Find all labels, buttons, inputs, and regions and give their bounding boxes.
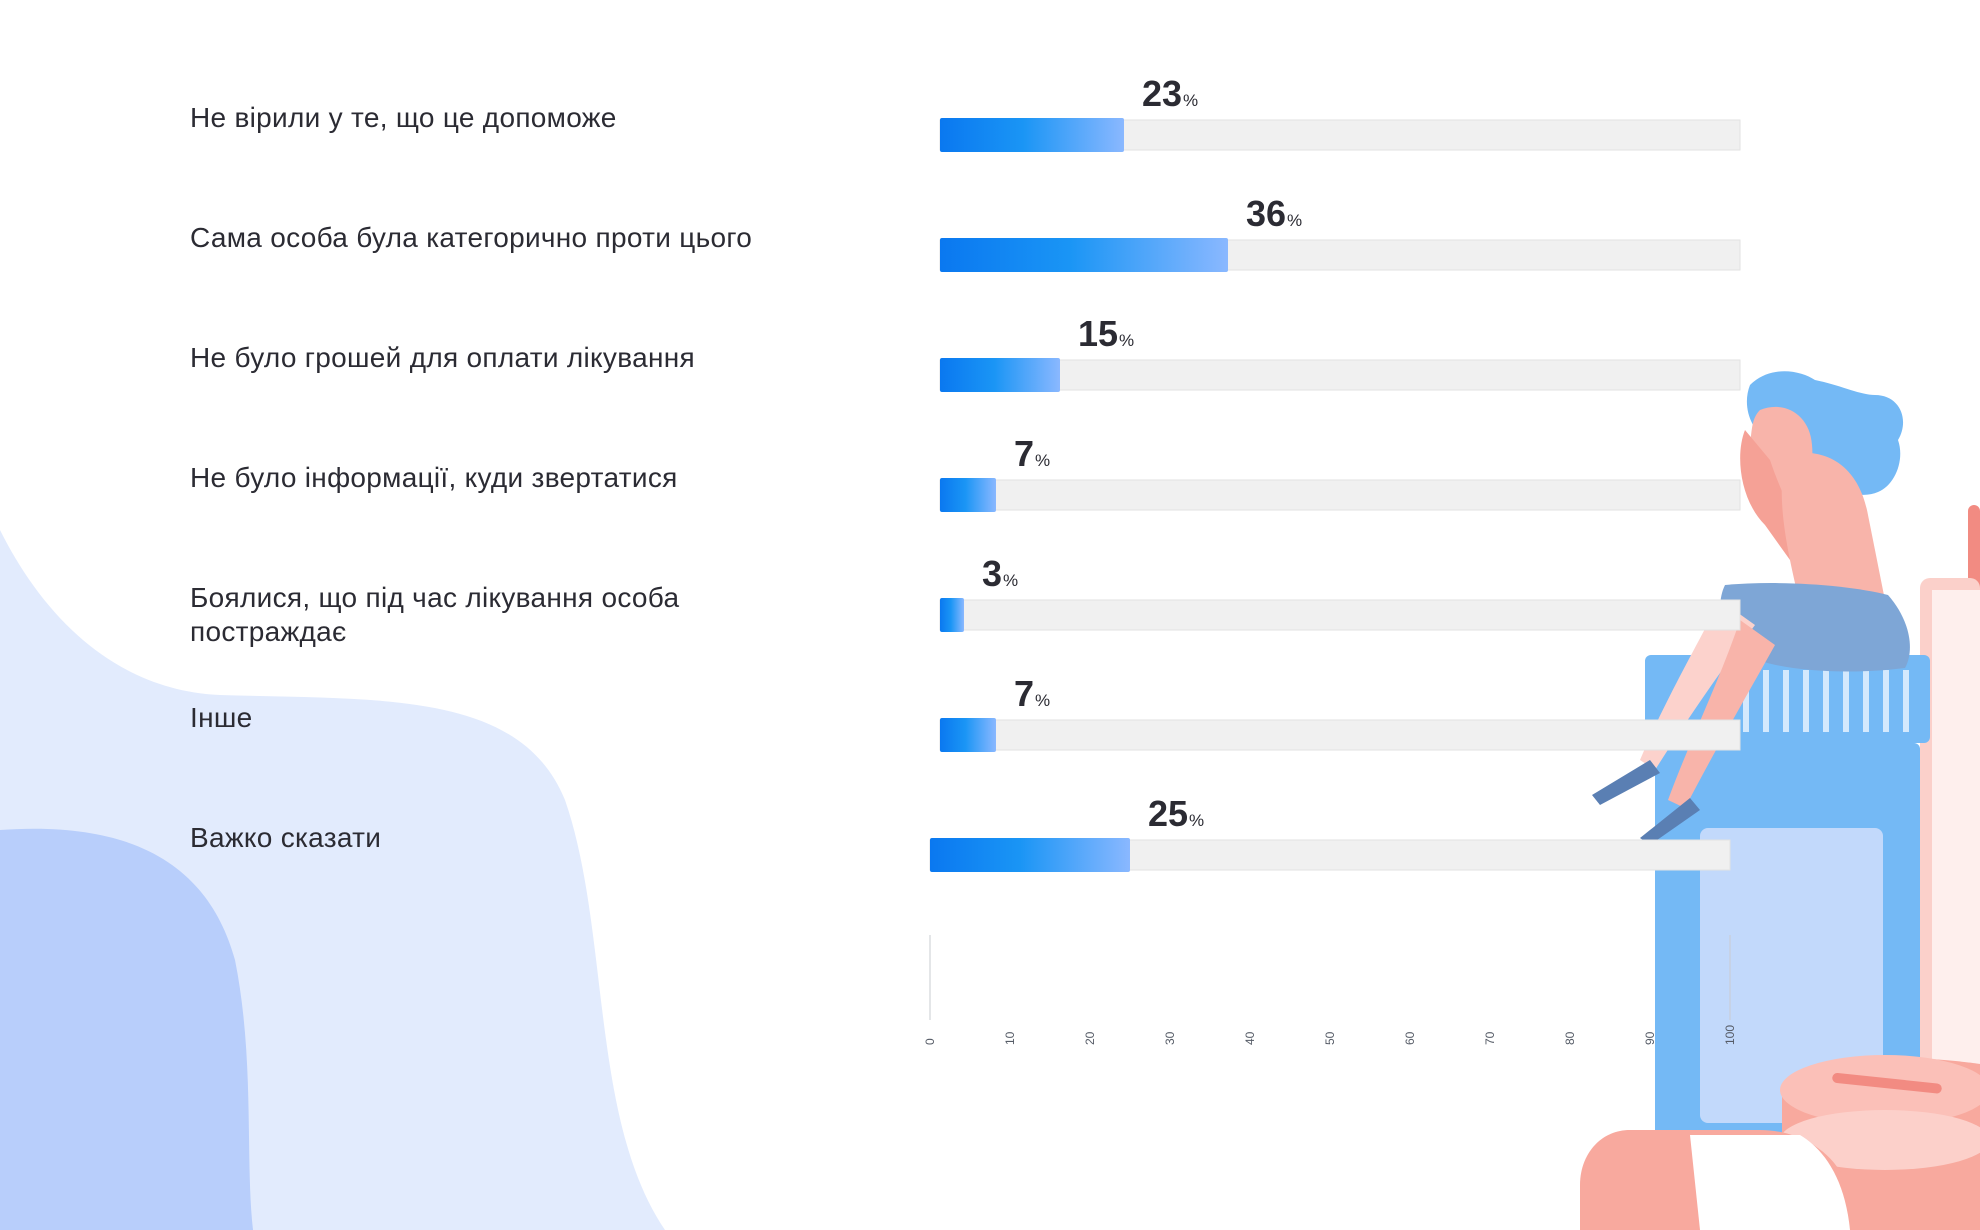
value-number: 3 <box>982 553 1003 594</box>
value-label: 15% <box>1078 313 1134 355</box>
category-label: Не вірили у те, що це допоможе <box>190 102 617 133</box>
x-tick-label: 60 <box>1403 1031 1417 1045</box>
bar-track <box>939 359 1741 391</box>
x-tick-label: 70 <box>1483 1031 1497 1045</box>
pill-bottle-label <box>1700 828 1883 1123</box>
background-blob-dark <box>0 828 253 1230</box>
value-label: 25% <box>1148 793 1204 835</box>
percent-sign: % <box>1035 691 1051 710</box>
bar <box>930 838 1130 872</box>
x-tick-label: 80 <box>1563 1031 1577 1045</box>
woman-shoe-1 <box>1592 760 1660 805</box>
bar <box>940 598 964 632</box>
category-label: Не було інформації, куди звертатися <box>190 462 678 493</box>
x-tick-label: 90 <box>1643 1031 1657 1045</box>
percent-sign: % <box>1003 571 1019 590</box>
bar-track <box>939 599 1741 631</box>
value-number: 25 <box>1148 793 1189 834</box>
woman-torso <box>1781 452 1885 605</box>
bar <box>940 118 1124 152</box>
bar-track <box>939 719 1741 751</box>
x-tick-label: 20 <box>1083 1031 1097 1045</box>
percent-sign: % <box>1189 811 1205 830</box>
percent-sign: % <box>1183 91 1199 110</box>
bar <box>940 238 1228 272</box>
bar <box>940 478 996 512</box>
x-tick-label: 100 <box>1723 1024 1737 1045</box>
x-tick-label: 40 <box>1243 1031 1257 1045</box>
value-number: 7 <box>1014 433 1035 474</box>
x-tick-label: 30 <box>1163 1031 1177 1045</box>
x-tick-label: 0 <box>923 1038 937 1045</box>
value-number: 23 <box>1142 73 1183 114</box>
bar <box>940 718 996 752</box>
woman-hair <box>1746 371 1904 495</box>
bar-track <box>939 479 1741 511</box>
percent-sign: % <box>1119 331 1135 350</box>
category-label: Інше <box>190 702 253 733</box>
category-label: Не було грошей для оплати лікування <box>190 342 695 373</box>
value-label: 7% <box>1014 433 1050 475</box>
woman-shoe-2 <box>1640 798 1700 845</box>
x-tick-label: 50 <box>1323 1031 1337 1045</box>
percent-sign: % <box>1287 211 1303 230</box>
woman-leg-2 <box>1668 620 1775 808</box>
category-label: Боялися, що під час лікування особа пост… <box>190 582 680 647</box>
value-number: 15 <box>1078 313 1119 354</box>
value-label: 36% <box>1246 193 1302 235</box>
value-label: 3% <box>982 553 1018 595</box>
bar <box>940 358 1060 392</box>
value-label: 23% <box>1142 73 1198 115</box>
x-tick-label: 10 <box>1003 1031 1017 1045</box>
value-label: 7% <box>1014 673 1050 715</box>
category-label: Сама особа була категорично проти цього <box>190 222 753 253</box>
value-number: 36 <box>1246 193 1287 234</box>
value-number: 7 <box>1014 673 1035 714</box>
percent-sign: % <box>1035 451 1051 470</box>
category-label: Важко сказати <box>190 822 382 853</box>
